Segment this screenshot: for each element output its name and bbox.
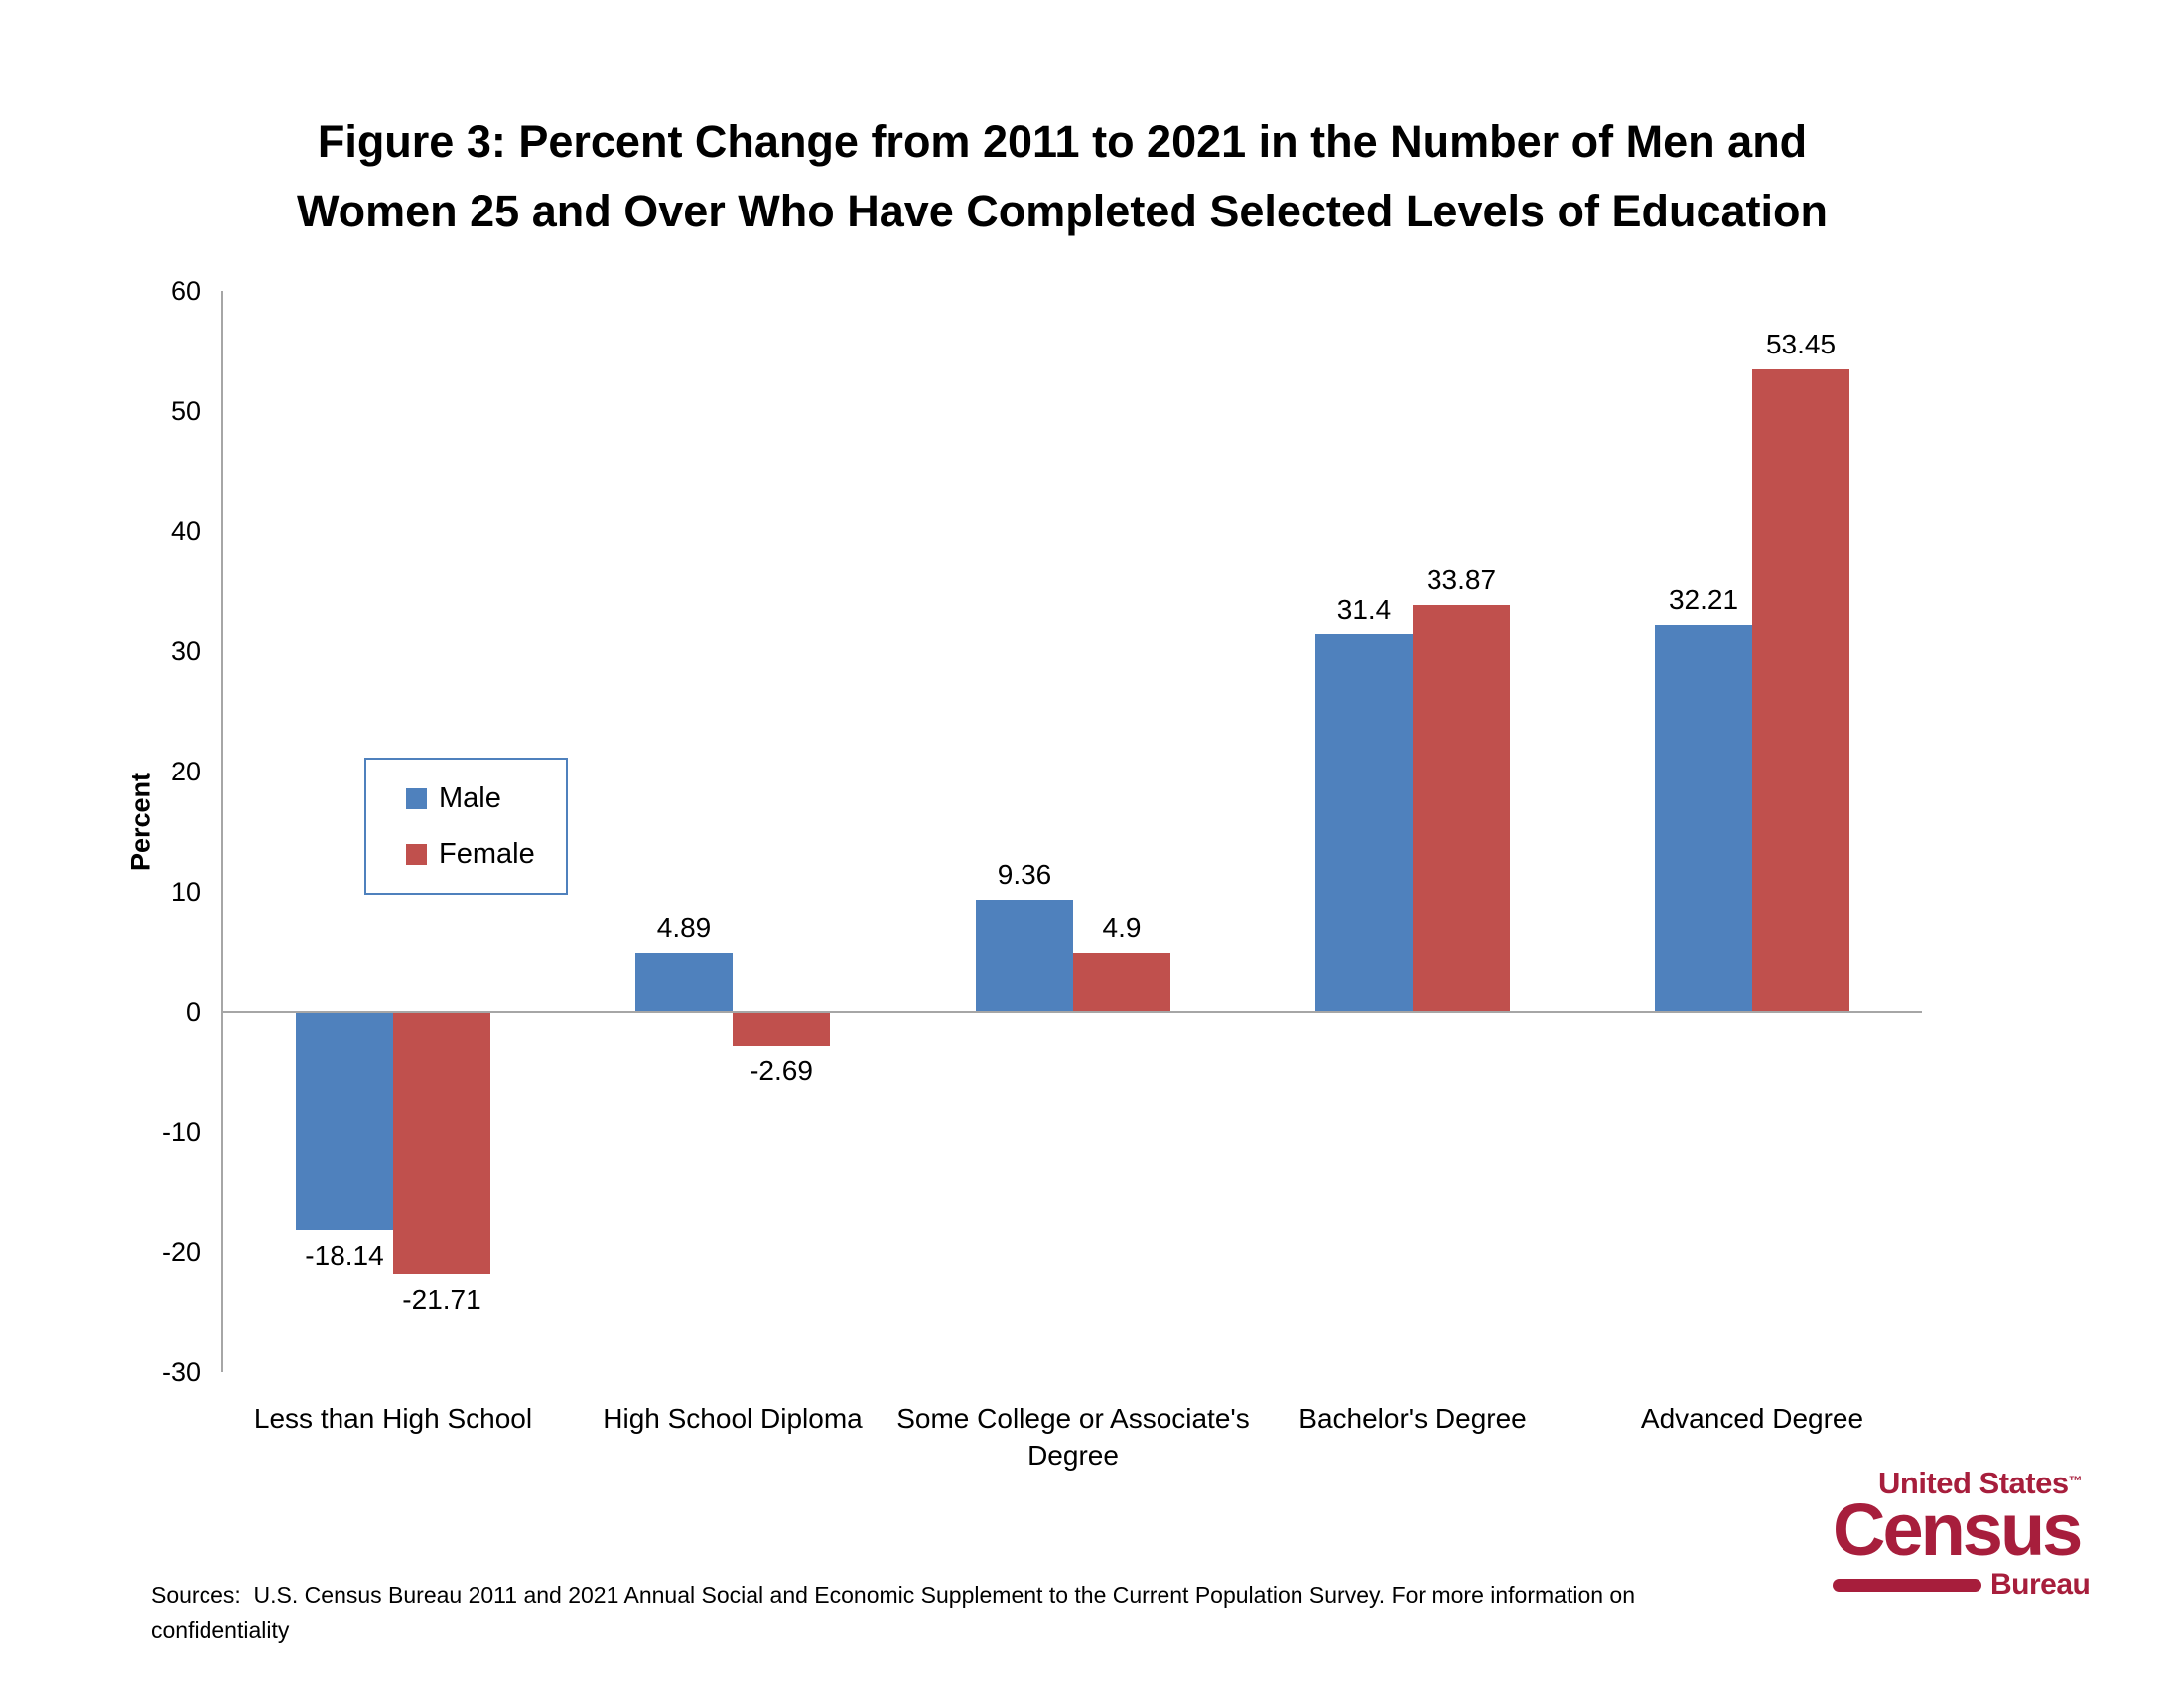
bar-value-label: -18.14 (305, 1240, 384, 1271)
bar-value-label: -2.69 (750, 1056, 813, 1086)
logo-united-states-text: United States (1878, 1466, 2069, 1500)
female-bar (1752, 369, 1849, 1012)
male-bar (635, 953, 733, 1012)
bar-value-label: 31.4 (1336, 594, 1392, 625)
bar-value-label: -21.71 (402, 1284, 481, 1315)
female-bar (1413, 605, 1510, 1012)
y-axis-tick-label: 50 (170, 396, 201, 426)
legend: Male Female (364, 758, 568, 895)
y-axis-tick-label: 60 (170, 276, 201, 306)
bar-value-label: 32.21 (1668, 584, 1739, 615)
legend-label: Male (439, 782, 501, 814)
x-category-label: Some College or Associate's Degree (896, 1403, 1250, 1471)
bar-value-label: 33.87 (1426, 564, 1497, 595)
y-axis-tick-label: 10 (170, 877, 201, 907)
logo-underline-bar (1833, 1578, 1981, 1592)
x-category-label: Advanced Degree (1640, 1403, 1864, 1434)
trademark-symbol: ™ (2068, 1473, 2083, 1488)
y-axis-tick-label: 20 (170, 757, 201, 786)
x-category-label: Bachelor's Degree (1298, 1403, 1527, 1434)
y-axis-tick-label: -30 (161, 1357, 201, 1387)
y-axis-tick-label: 40 (170, 516, 201, 546)
chart-title: Figure 3: Percent Change from 2011 to 20… (0, 107, 2124, 246)
bar-value-label: 9.36 (997, 859, 1052, 890)
x-axis-zero-line (223, 1011, 1922, 1013)
logo-united-states: United States™ (1878, 1468, 2091, 1498)
chart-title-line1: Figure 3: Percent Change from 2011 to 20… (317, 116, 1808, 167)
female-bar (1073, 953, 1170, 1012)
legend-item: Female (406, 839, 566, 869)
logo-bottom-row: Bureau (1833, 1568, 2091, 1602)
legend-swatch-male (406, 787, 427, 809)
legend-swatch-female (406, 843, 427, 865)
legend-label: Female (439, 838, 535, 870)
x-category-label: High School Diploma (603, 1403, 863, 1434)
chart-title-line2: Women 25 and Over Who Have Completed Sel… (296, 186, 1829, 236)
y-axis-tick-label: 0 (185, 997, 201, 1027)
y-axis-tick-label: -10 (161, 1117, 201, 1147)
logo-bureau-text: Bureau (1990, 1568, 2091, 1601)
x-category-label: Less than High School (253, 1403, 533, 1434)
female-bar (733, 1013, 830, 1046)
y-axis-tick-label: -20 (161, 1237, 201, 1267)
source-note-line1: Sources: U.S. Census Bureau 2011 and 202… (151, 1582, 1642, 1643)
legend-item: Male (406, 783, 566, 813)
census-bureau-logo: United States™ Census Bureau (1833, 1468, 2091, 1602)
logo-census-wordmark: Census (1833, 1488, 2083, 1571)
y-axis-tick-label: 30 (170, 636, 201, 666)
female-bar (393, 1013, 490, 1274)
male-bar (1315, 634, 1413, 1012)
male-bar (296, 1013, 393, 1230)
male-bar (1655, 625, 1752, 1012)
bar-value-label: 53.45 (1765, 329, 1837, 359)
male-bar (976, 900, 1073, 1012)
bar-value-label: 4.89 (656, 913, 712, 943)
source-note: Sources: U.S. Census Bureau 2011 and 202… (151, 1505, 1700, 1689)
bar-value-label: 4.9 (1102, 913, 1142, 943)
y-axis-line (221, 291, 223, 1372)
